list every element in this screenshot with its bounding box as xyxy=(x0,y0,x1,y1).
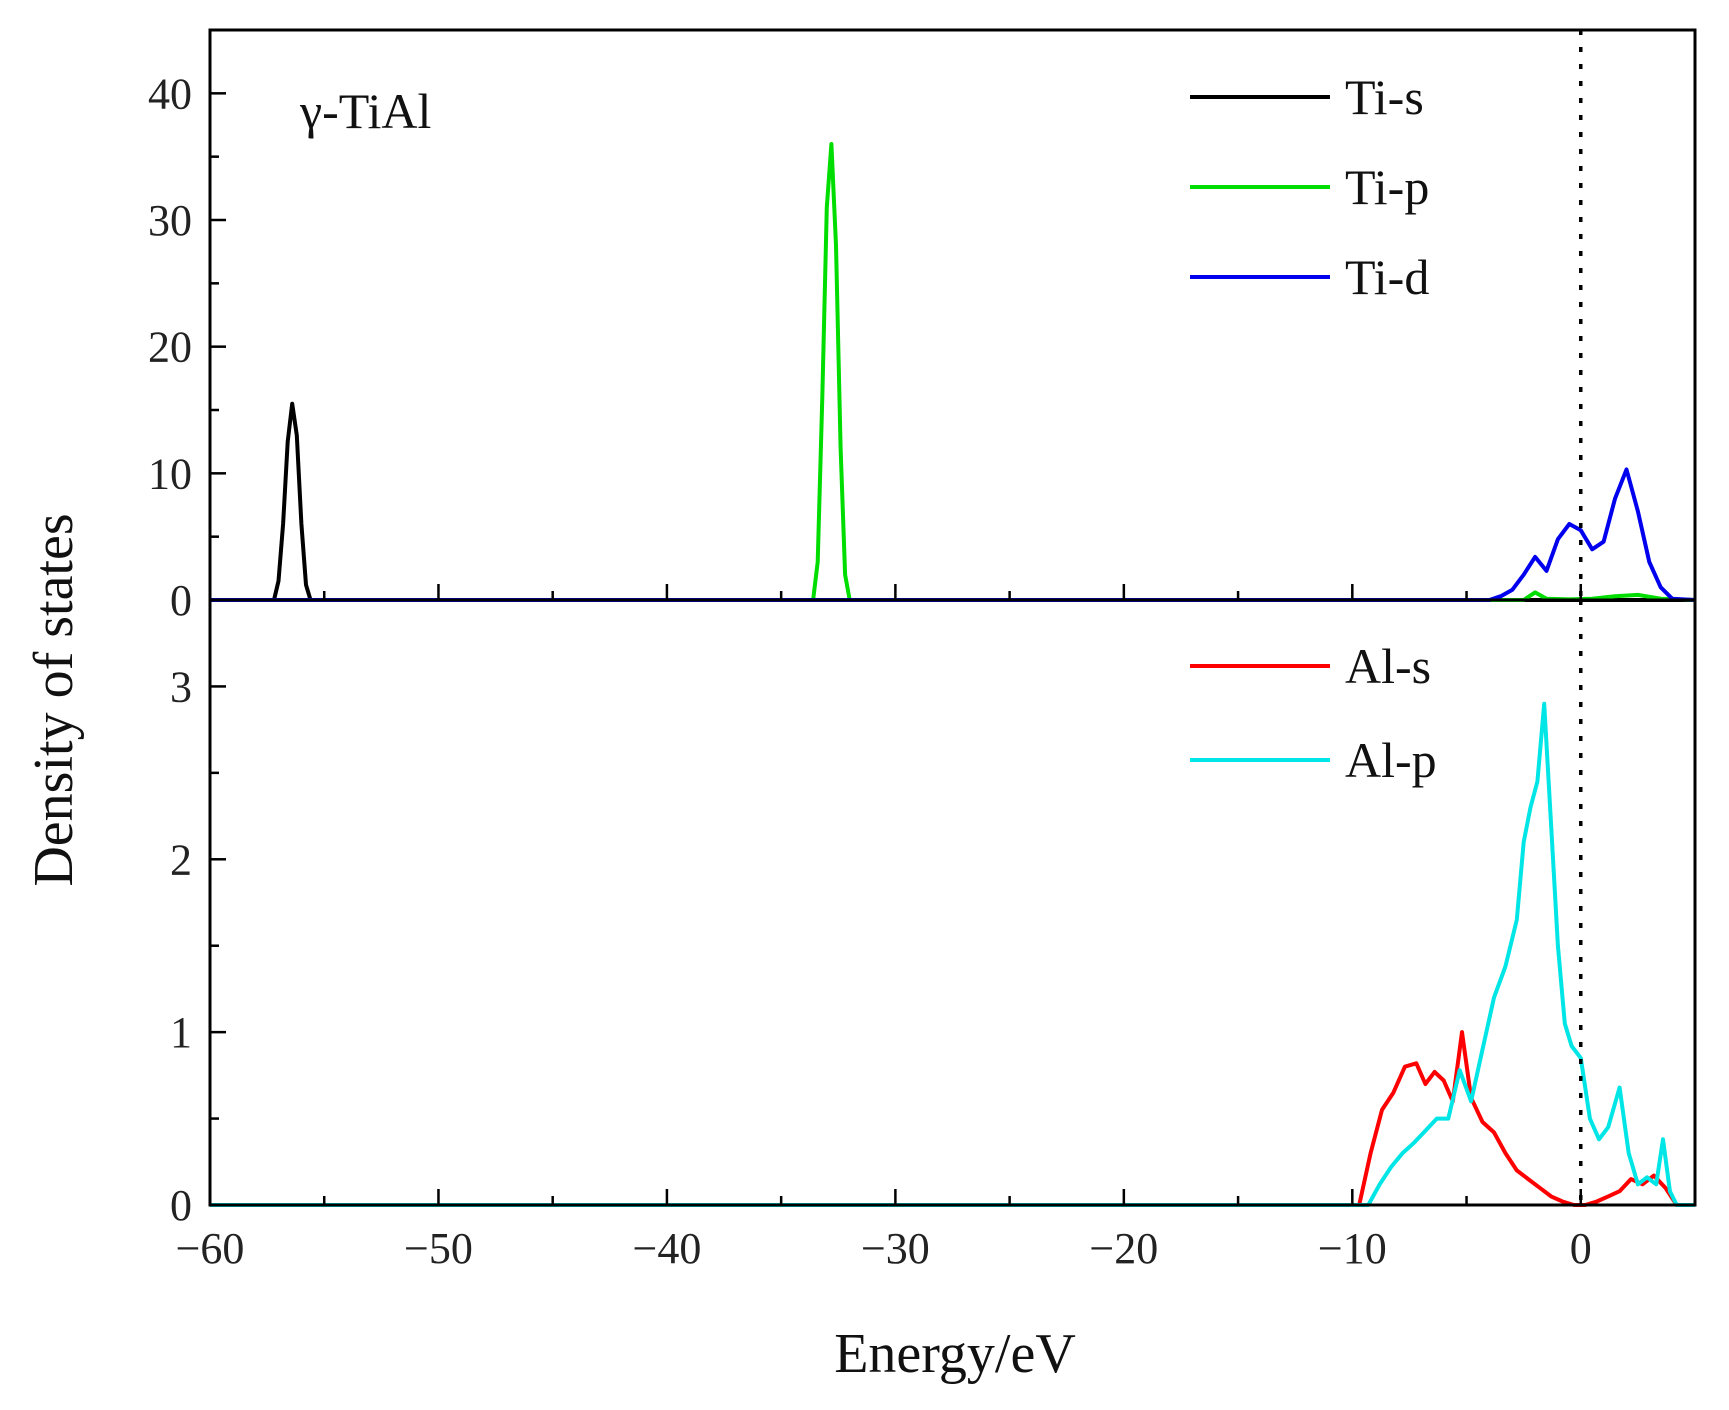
y-tick-label-bottom: 1 xyxy=(170,1008,192,1057)
y-tick-label-bottom: 3 xyxy=(170,662,192,711)
x-axis-title: Energy/eV xyxy=(834,1323,1076,1385)
legend-label-ti-d: Ti-d xyxy=(1345,249,1429,305)
y-tick-label-top: 30 xyxy=(148,196,192,245)
y-tick-label-top: 20 xyxy=(148,323,192,372)
legend-label-al-p: Al-p xyxy=(1345,732,1437,788)
x-tick-label: −50 xyxy=(404,1224,473,1273)
x-tick-label: −40 xyxy=(633,1224,702,1273)
legend-bottom: Al-s Al-p xyxy=(1190,638,1437,788)
legend-label-al-s: Al-s xyxy=(1345,638,1431,694)
x-tick-label: −20 xyxy=(1089,1224,1158,1273)
series-line-ti-p xyxy=(210,142,1696,602)
legend-label-ti-s: Ti-s xyxy=(1345,69,1424,125)
y-tick-label-top: 40 xyxy=(148,69,192,118)
x-tick-label: −60 xyxy=(176,1224,245,1273)
series-line-al-s xyxy=(210,1030,1695,1207)
y-tick-label-top: 10 xyxy=(148,449,192,498)
series-line-ti-s xyxy=(210,401,1695,602)
plot-layer: 0 10 20 30 40 0 1 2 3 −60 −50 −40 −30 −20 −10 0 xyxy=(148,28,1697,1273)
x-tick-label: −30 xyxy=(861,1224,930,1273)
legend-label-ti-p: Ti-p xyxy=(1345,159,1429,215)
panel-frame-bottom xyxy=(208,598,1697,1207)
y-tick-label-bottom: 0 xyxy=(170,1181,192,1230)
x-tick-label: −10 xyxy=(1318,1224,1387,1273)
y-axis-title: Density of states xyxy=(23,513,85,886)
y-tick-label-bottom: 2 xyxy=(170,835,192,884)
panel-frame-top xyxy=(208,28,1697,602)
y-tick-label-top: 0 xyxy=(170,576,192,625)
legend-top: Ti-s Ti-p Ti-d xyxy=(1190,69,1429,305)
series-line-al-p xyxy=(210,701,1695,1207)
series-line-ti-d xyxy=(210,467,1696,602)
material-annotation: γ-TiAl xyxy=(299,83,431,139)
x-tick-label: 0 xyxy=(1570,1224,1592,1273)
